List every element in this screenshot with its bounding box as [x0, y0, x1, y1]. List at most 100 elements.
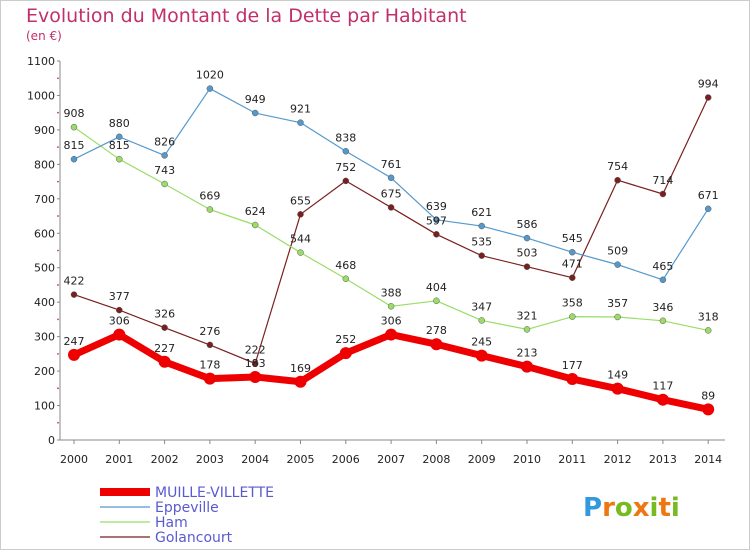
data-point-eppeville — [70, 155, 78, 163]
y-tick-label: 1100 — [27, 55, 55, 68]
x-tick-label: 2009 — [468, 453, 496, 466]
data-label-muille-villette: 306 — [381, 315, 402, 328]
data-point-muille-villette — [430, 338, 443, 351]
data-label-ham: 468 — [335, 259, 356, 272]
data-point-eppeville — [297, 119, 304, 126]
data-point-ham — [206, 206, 214, 213]
data-label-eppeville: 545 — [562, 232, 583, 245]
logo-letter: i — [650, 493, 659, 523]
data-point-ham — [569, 313, 576, 320]
data-label-muille-villette: 245 — [471, 336, 492, 349]
data-label-muille-villette: 306 — [109, 315, 130, 328]
y-minor-tick — [57, 77, 59, 80]
data-point-golancourt — [70, 291, 78, 298]
y-minor-tick — [57, 352, 59, 355]
data-label-golancourt: 675 — [381, 187, 402, 200]
x-tick-label: 2002 — [151, 453, 179, 466]
data-point-eppeville — [523, 234, 531, 242]
y-minor-tick — [57, 111, 59, 114]
data-point-golancourt — [523, 263, 531, 270]
legend-label-muille-villette: MUILLE-VILLETTE — [155, 485, 274, 501]
data-point-eppeville — [342, 148, 350, 155]
data-label-ham: 358 — [562, 297, 583, 310]
data-label-golancourt: 597 — [426, 214, 447, 227]
data-point-ham — [116, 155, 123, 163]
data-point-ham — [297, 249, 304, 256]
data-label-eppeville: 761 — [381, 158, 402, 171]
data-label-muille-villette: 177 — [562, 359, 583, 372]
data-label-muille-villette: 227 — [154, 342, 175, 355]
data-label-muille-villette: 178 — [199, 359, 220, 372]
data-point-eppeville — [161, 152, 168, 159]
data-point-ham — [478, 317, 485, 324]
data-point-golancourt — [297, 211, 304, 218]
x-tick-label: 2003 — [196, 453, 224, 466]
data-point-golancourt — [161, 324, 168, 331]
data-point-ham — [387, 303, 395, 310]
y-minor-tick — [57, 215, 59, 217]
data-point-ham — [614, 313, 621, 321]
data-label-golancourt: 752 — [335, 161, 356, 174]
data-label-muille-villette: 252 — [335, 333, 356, 346]
data-point-muille-villette — [521, 360, 533, 373]
y-tick-label: 100 — [34, 400, 55, 413]
y-tick-label: 600 — [34, 227, 55, 240]
data-point-eppeville — [569, 248, 576, 256]
y-tick-label: 700 — [34, 193, 55, 206]
data-point-golancourt — [342, 177, 350, 185]
data-point-muille-villette — [385, 328, 398, 341]
data-label-ham: 347 — [471, 300, 492, 313]
data-label-eppeville: 621 — [471, 206, 492, 219]
data-point-golancourt — [433, 231, 440, 238]
data-label-golancourt: 422 — [64, 275, 85, 288]
data-label-golancourt: 535 — [471, 236, 492, 249]
data-point-ham — [70, 123, 78, 131]
y-minor-tick — [57, 387, 59, 390]
y-tick-label: 200 — [34, 365, 55, 378]
data-point-eppeville — [704, 205, 712, 213]
data-point-golancourt — [116, 306, 123, 314]
data-label-eppeville: 465 — [652, 260, 673, 273]
data-point-ham — [704, 327, 712, 334]
chart-title: Evolution du Montant de la Dette par Hab… — [26, 5, 467, 27]
data-point-eppeville — [659, 276, 667, 284]
x-tick-label: 2012 — [604, 453, 632, 466]
data-point-muille-villette — [158, 355, 171, 368]
legend-label-ham: Ham — [155, 515, 188, 531]
data-label-eppeville: 949 — [245, 93, 266, 106]
data-label-ham: 388 — [381, 286, 402, 299]
y-tick-label: 400 — [34, 296, 55, 309]
data-point-golancourt — [478, 252, 485, 259]
data-label-eppeville: 815 — [64, 139, 85, 152]
logo-letter: r — [602, 493, 615, 523]
data-label-muille-villette: 169 — [290, 362, 311, 375]
logo: Proxiti — [583, 493, 680, 523]
data-point-golancourt — [659, 190, 667, 198]
x-tick-label: 2006 — [332, 453, 360, 466]
x-tick-label: 2008 — [422, 453, 450, 466]
y-tick-label: 800 — [34, 158, 55, 171]
logo-letter: P — [583, 493, 602, 523]
data-point-muille-villette — [294, 375, 307, 388]
x-tick-label: 2005 — [287, 453, 315, 466]
y-minor-tick — [57, 146, 59, 149]
data-label-golancourt: 714 — [652, 174, 673, 187]
y-minor-tick — [57, 180, 59, 183]
data-point-muille-villette — [656, 393, 669, 406]
data-point-muille-villette — [113, 328, 126, 341]
data-label-ham: 346 — [652, 301, 673, 314]
chart-subtitle: (en €) — [26, 29, 62, 43]
y-tick-label: 0 — [48, 434, 55, 447]
x-tick-label: 2013 — [649, 453, 677, 466]
data-point-eppeville — [387, 174, 395, 182]
data-label-ham: 669 — [199, 189, 220, 202]
data-point-eppeville — [433, 216, 440, 224]
data-label-ham: 357 — [607, 297, 628, 310]
y-tick-label: 900 — [34, 124, 55, 137]
x-tick-label: 2007 — [377, 453, 405, 466]
data-label-eppeville: 826 — [154, 135, 175, 148]
data-point-ham — [251, 221, 259, 229]
